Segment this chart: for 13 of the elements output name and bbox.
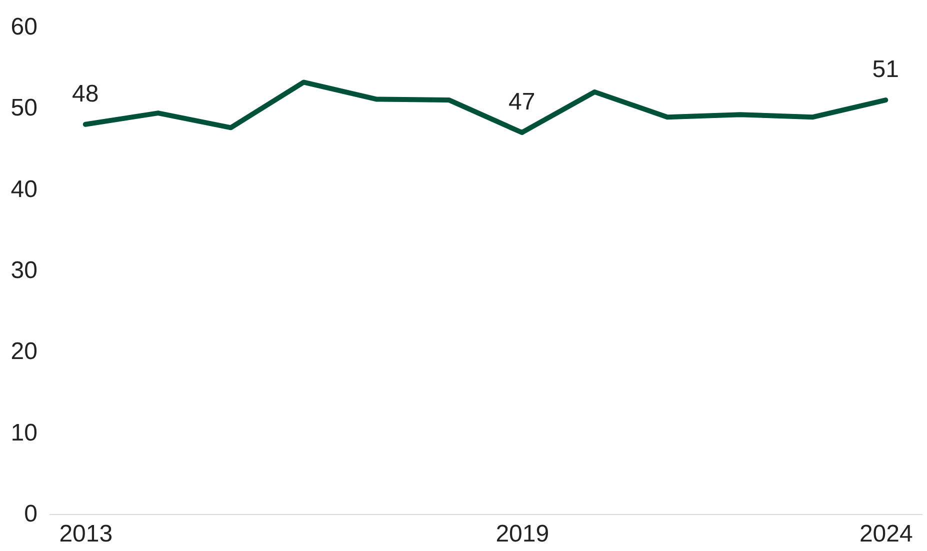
x-tick-label: 2013	[59, 520, 113, 548]
x-tick-label: 2019	[496, 520, 550, 548]
x-tick-label: 2024	[859, 520, 913, 548]
y-tick-label: 10	[10, 419, 38, 446]
y-tick-label: 0	[24, 500, 38, 528]
data-label: 48	[72, 80, 99, 108]
y-tick-label: 20	[10, 338, 38, 366]
y-tick-label: 50	[10, 94, 38, 122]
y-tick-label: 40	[10, 176, 38, 203]
data-label: 51	[872, 56, 899, 84]
data-label: 47	[508, 88, 536, 116]
y-tick-label: 30	[10, 257, 38, 284]
y-tick-label: 60	[10, 14, 38, 40]
